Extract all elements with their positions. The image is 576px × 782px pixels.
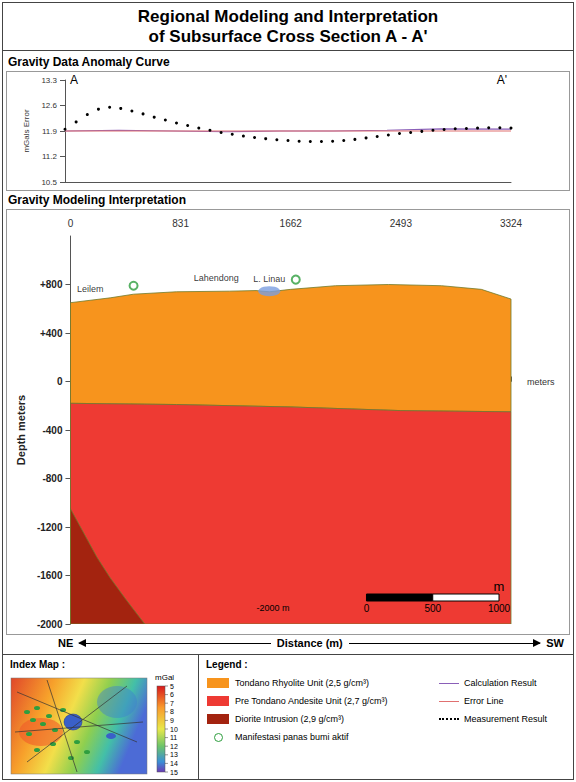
svg-text:Leilem: Leilem — [77, 284, 104, 294]
svg-text:14: 14 — [170, 760, 178, 767]
svg-text:mGal: mGal — [155, 673, 174, 682]
svg-text:12.6: 12.6 — [41, 101, 57, 110]
html-text:Measurement Result: Measurement Result — [464, 714, 547, 724]
html-text:Legend :: Legend : — [206, 659, 248, 670]
svg-text:0: 0 — [364, 603, 370, 614]
html-text:Index Map :: Index Map : — [10, 659, 65, 670]
html-text:Manifestasi panas bumi aktif: Manifestasi panas bumi aktif — [235, 732, 349, 742]
html-text:Calculation Result: Calculation Result — [464, 678, 537, 688]
svg-text:A': A' — [497, 73, 507, 87]
svg-text:831: 831 — [172, 218, 189, 229]
svg-text:13.3: 13.3 — [41, 76, 57, 85]
svg-text:Lahendong: Lahendong — [194, 273, 239, 283]
svg-text:A: A — [70, 73, 78, 87]
svg-text:6: 6 — [170, 691, 174, 698]
svg-text:m: m — [494, 579, 505, 594]
html-text:Pre Tondano Andesite Unit (2,7: Pre Tondano Andesite Unit (2,7 g/cm³) — [235, 696, 388, 706]
svg-text:3324: 3324 — [500, 218, 523, 229]
svg-text:11: 11 — [170, 734, 177, 741]
html-text:NE: NE — [58, 637, 74, 649]
svg-text:13: 13 — [170, 751, 178, 758]
svg-text:9: 9 — [170, 717, 174, 724]
svg-text:-1200: -1200 — [37, 522, 63, 533]
svg-text:+800: +800 — [40, 279, 63, 290]
svg-text:8: 8 — [170, 708, 174, 715]
html-text:Gravity Data Anomaly Curve: Gravity Data Anomaly Curve — [8, 55, 170, 69]
svg-text:10.5: 10.5 — [41, 178, 57, 187]
svg-text:-2000: -2000 — [37, 619, 63, 630]
svg-text:7: 7 — [170, 700, 174, 707]
svg-text:+400: +400 — [40, 328, 63, 339]
svg-text:L. Linau: L. Linau — [253, 274, 285, 284]
svg-text:10: 10 — [170, 726, 178, 733]
svg-text:meters: meters — [527, 377, 555, 387]
html-text:Gravity Modeling Interpretatio: Gravity Modeling Interpretation — [8, 193, 186, 207]
html-text:of Subsurface Cross Section A: of Subsurface Cross Section A - A' — [148, 27, 428, 46]
svg-text:5: 5 — [170, 683, 174, 690]
svg-text:Depth meters: Depth meters — [15, 395, 27, 465]
svg-text:-2000 m: -2000 m — [256, 603, 289, 613]
svg-text:-800: -800 — [42, 473, 62, 484]
html-text:Diorite Intrusion (2,9 g/cm³): Diorite Intrusion (2,9 g/cm³) — [235, 714, 344, 724]
svg-text:12: 12 — [170, 743, 178, 750]
html-text:Distance (m): Distance (m) — [276, 637, 343, 649]
svg-text:2493: 2493 — [390, 218, 413, 229]
html-text:Tondano Rhyolite Unit (2,5 g/c: Tondano Rhyolite Unit (2,5 g/cm³) — [235, 678, 370, 688]
svg-text:-1600: -1600 — [37, 570, 63, 581]
svg-text:11.2: 11.2 — [42, 152, 58, 161]
svg-text:0: 0 — [57, 376, 63, 387]
svg-text:15: 15 — [170, 769, 178, 776]
html-text:Error Line: Error Line — [464, 696, 504, 706]
html-text:SW: SW — [546, 637, 564, 649]
svg-text:1662: 1662 — [280, 218, 303, 229]
svg-text:500: 500 — [424, 603, 441, 614]
svg-text:1000: 1000 — [488, 603, 511, 614]
svg-text:0: 0 — [68, 218, 74, 229]
html-text:Regional Modeling and Interpre: Regional Modeling and Interpretation — [137, 7, 439, 26]
svg-text:11.9: 11.9 — [42, 127, 58, 136]
svg-text:mGals Error: mGals Error — [22, 109, 31, 152]
svg-text:-400: -400 — [42, 425, 62, 436]
